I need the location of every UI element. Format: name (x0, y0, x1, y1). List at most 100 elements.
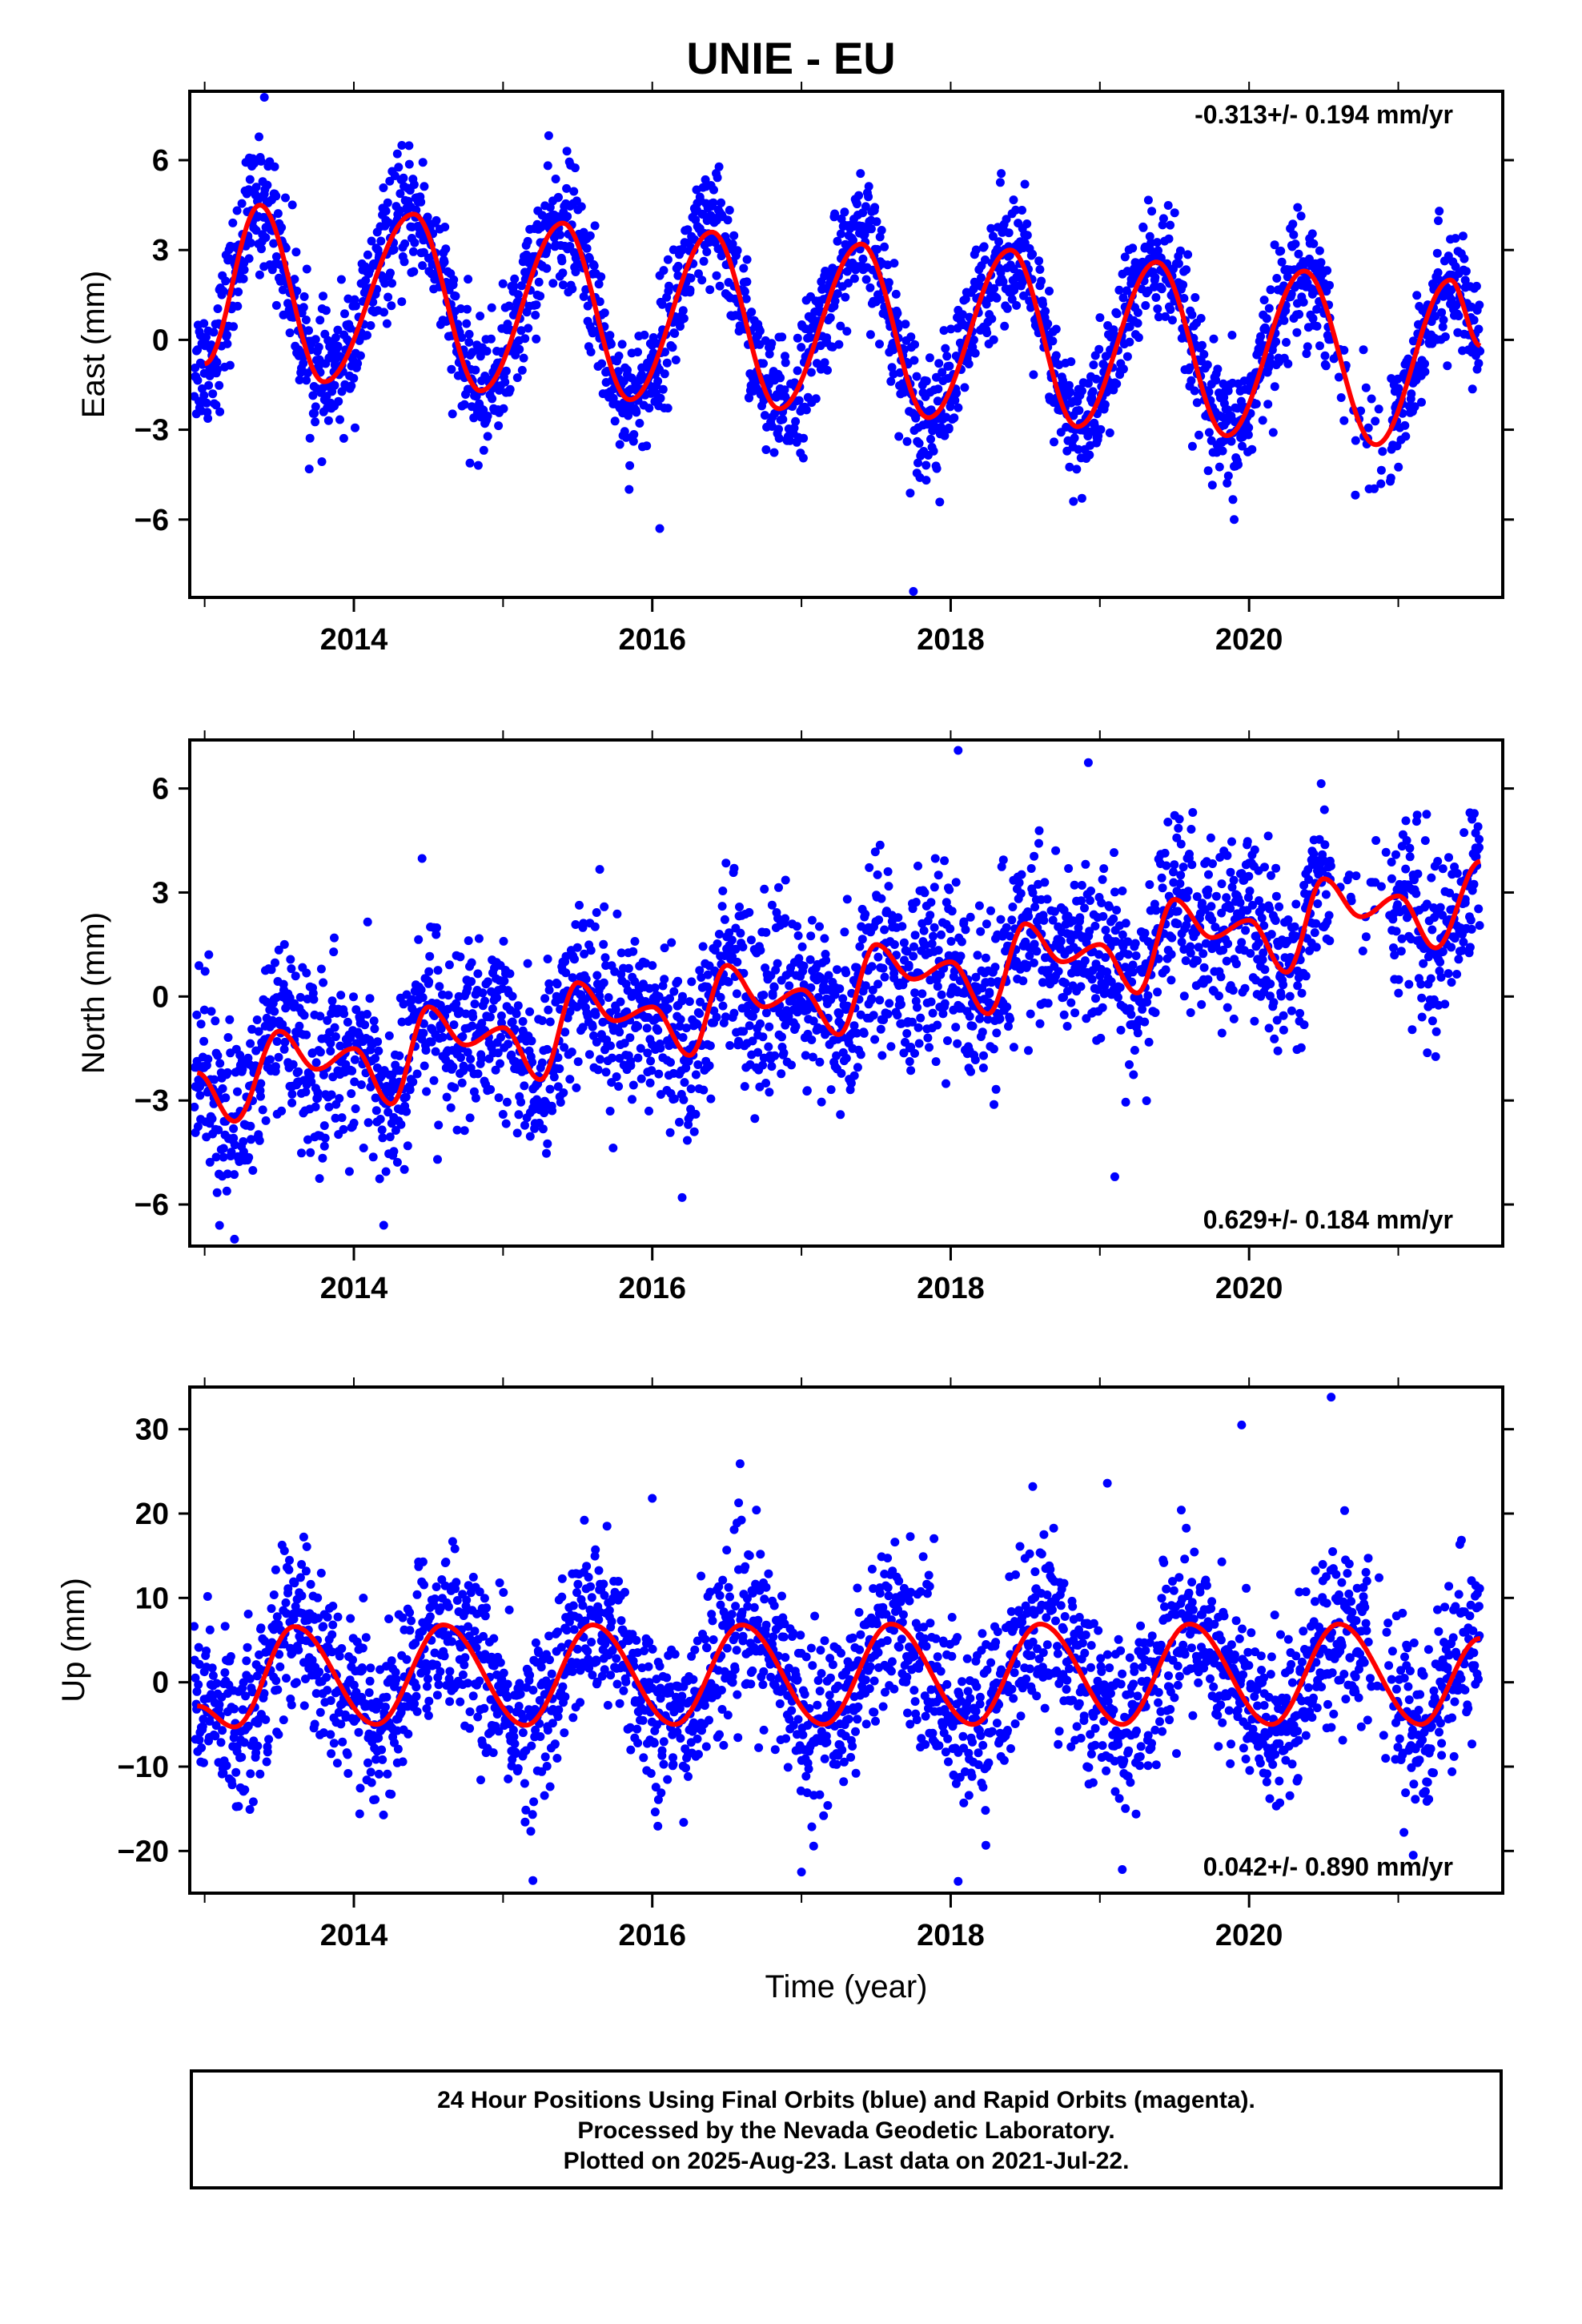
data-point (573, 1057, 583, 1067)
data-point (926, 898, 936, 907)
data-point (1064, 380, 1074, 390)
data-point (1070, 433, 1079, 443)
data-point (505, 969, 515, 979)
data-point (798, 453, 808, 463)
data-point (1178, 280, 1188, 290)
data-point (527, 1036, 536, 1046)
data-point (990, 283, 999, 293)
data-point (640, 997, 650, 1006)
data-point (1118, 930, 1127, 939)
data-point (1394, 462, 1403, 472)
data-point (685, 285, 695, 295)
data-point (449, 1020, 459, 1030)
data-point (1096, 1033, 1106, 1043)
data-point (212, 357, 222, 367)
data-point (926, 975, 935, 985)
data-point (537, 1058, 547, 1068)
data-point (402, 990, 412, 999)
data-point (1206, 833, 1215, 842)
data-point (525, 1007, 535, 1016)
data-point (713, 939, 722, 948)
data-point (1078, 386, 1086, 396)
data-point (1002, 1002, 1012, 1011)
data-point (247, 1024, 257, 1034)
data-point (687, 977, 697, 987)
data-point (199, 391, 209, 400)
data-point (278, 285, 287, 295)
data-point (271, 252, 281, 261)
data-point (886, 376, 896, 386)
data-point (471, 1093, 480, 1103)
data-point (551, 175, 560, 183)
data-point (360, 1020, 370, 1030)
data-point (223, 1169, 232, 1179)
data-point (311, 417, 320, 427)
data-point (1087, 975, 1097, 984)
data-point (1311, 919, 1321, 928)
data-point (270, 1007, 279, 1016)
data-point (1287, 289, 1296, 299)
data-point (1138, 1004, 1147, 1014)
data-point (975, 1014, 985, 1023)
data-point (793, 366, 802, 376)
data-point (1153, 304, 1162, 314)
data-point (633, 1022, 643, 1031)
data-point (941, 344, 950, 353)
data-point (468, 1021, 477, 1031)
data-point (434, 1120, 444, 1130)
data-point (1007, 915, 1017, 925)
data-point (1134, 333, 1143, 342)
data-point (1050, 907, 1059, 916)
data-point (759, 991, 769, 999)
data-point (1051, 324, 1061, 334)
data-point (1166, 220, 1175, 230)
data-point (785, 981, 794, 991)
data-point (1218, 446, 1227, 456)
data-point (1068, 916, 1078, 926)
data-point (1011, 205, 1021, 215)
data-point (295, 1021, 304, 1031)
data-point (560, 1027, 570, 1037)
data-point (691, 1109, 701, 1119)
data-point (1080, 903, 1089, 913)
data-point (633, 1053, 643, 1063)
data-point (399, 999, 408, 1009)
data-point (731, 944, 741, 954)
data-point (1407, 389, 1416, 399)
data-point (1101, 953, 1110, 963)
data-point (675, 1117, 684, 1127)
data-point (759, 359, 768, 368)
data-point (339, 1124, 348, 1134)
data-point (1203, 466, 1213, 476)
data-point (1144, 1037, 1154, 1047)
data-point (1034, 826, 1044, 835)
data-point (1243, 837, 1252, 846)
data-point (1080, 956, 1090, 966)
data-point (459, 1061, 468, 1071)
data-point (853, 199, 861, 209)
data-point (377, 1125, 387, 1135)
data-point (870, 1035, 880, 1044)
data-point (833, 965, 841, 975)
data-point (212, 1188, 222, 1197)
data-point (1191, 293, 1200, 302)
data-point (374, 1046, 383, 1055)
data-point (501, 366, 511, 376)
data-point (625, 1033, 635, 1043)
data-point (349, 373, 359, 383)
data-point (596, 272, 606, 282)
data-point (1296, 211, 1306, 221)
data-point (1277, 257, 1287, 267)
data-point (1199, 350, 1209, 359)
data-point (654, 1069, 664, 1079)
data-point (287, 200, 297, 210)
data-point (761, 927, 771, 937)
data-point (463, 1047, 472, 1057)
data-point (806, 368, 816, 377)
data-point (696, 997, 705, 1007)
data-point (324, 1102, 334, 1112)
data-point (1356, 406, 1366, 416)
data-point (1020, 179, 1030, 189)
data-point (373, 1037, 383, 1047)
data-point (864, 192, 873, 202)
